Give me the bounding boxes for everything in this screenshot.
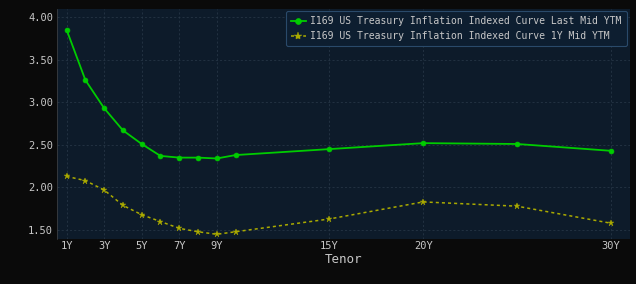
Legend: I169 US Treasury Inflation Indexed Curve Last Mid YTM, I169 US Treasury Inflatio: I169 US Treasury Inflation Indexed Curve… [286, 11, 626, 46]
I169 US Treasury Inflation Indexed Curve Last Mid YTM [607, 149, 614, 153]
I169 US Treasury Inflation Indexed Curve Last Mid YTM [513, 142, 521, 146]
I169 US Treasury Inflation Indexed Curve 1Y Mid YTM [326, 217, 333, 221]
I169 US Treasury Inflation Indexed Curve Last Mid YTM [213, 157, 221, 160]
I169 US Treasury Inflation Indexed Curve 1Y Mid YTM [138, 213, 146, 216]
I169 US Treasury Inflation Indexed Curve 1Y Mid YTM [419, 200, 427, 204]
I169 US Treasury Inflation Indexed Curve 1Y Mid YTM [63, 175, 71, 178]
I169 US Treasury Inflation Indexed Curve 1Y Mid YTM [100, 188, 108, 192]
I169 US Treasury Inflation Indexed Curve Last Mid YTM [63, 28, 71, 32]
Line: I169 US Treasury Inflation Indexed Curve 1Y Mid YTM: I169 US Treasury Inflation Indexed Curve… [63, 173, 614, 238]
I169 US Treasury Inflation Indexed Curve 1Y Mid YTM [119, 204, 127, 207]
I169 US Treasury Inflation Indexed Curve Last Mid YTM [156, 154, 164, 158]
I169 US Treasury Inflation Indexed Curve Last Mid YTM [138, 142, 146, 146]
I169 US Treasury Inflation Indexed Curve 1Y Mid YTM [213, 233, 221, 236]
I169 US Treasury Inflation Indexed Curve Last Mid YTM [176, 156, 183, 159]
I169 US Treasury Inflation Indexed Curve Last Mid YTM [232, 153, 239, 157]
I169 US Treasury Inflation Indexed Curve 1Y Mid YTM [81, 179, 89, 182]
I169 US Treasury Inflation Indexed Curve Last Mid YTM [194, 156, 202, 159]
I169 US Treasury Inflation Indexed Curve 1Y Mid YTM [232, 230, 239, 233]
X-axis label: Tenor: Tenor [325, 253, 362, 266]
I169 US Treasury Inflation Indexed Curve Last Mid YTM [419, 141, 427, 145]
I169 US Treasury Inflation Indexed Curve Last Mid YTM [81, 78, 89, 82]
I169 US Treasury Inflation Indexed Curve 1Y Mid YTM [607, 222, 614, 225]
I169 US Treasury Inflation Indexed Curve Last Mid YTM [119, 129, 127, 132]
I169 US Treasury Inflation Indexed Curve Last Mid YTM [326, 147, 333, 151]
I169 US Treasury Inflation Indexed Curve 1Y Mid YTM [513, 204, 521, 208]
I169 US Treasury Inflation Indexed Curve 1Y Mid YTM [156, 220, 164, 223]
I169 US Treasury Inflation Indexed Curve 1Y Mid YTM [194, 230, 202, 233]
I169 US Treasury Inflation Indexed Curve Last Mid YTM [100, 106, 108, 110]
Line: I169 US Treasury Inflation Indexed Curve Last Mid YTM: I169 US Treasury Inflation Indexed Curve… [64, 27, 613, 161]
I169 US Treasury Inflation Indexed Curve 1Y Mid YTM [176, 227, 183, 230]
